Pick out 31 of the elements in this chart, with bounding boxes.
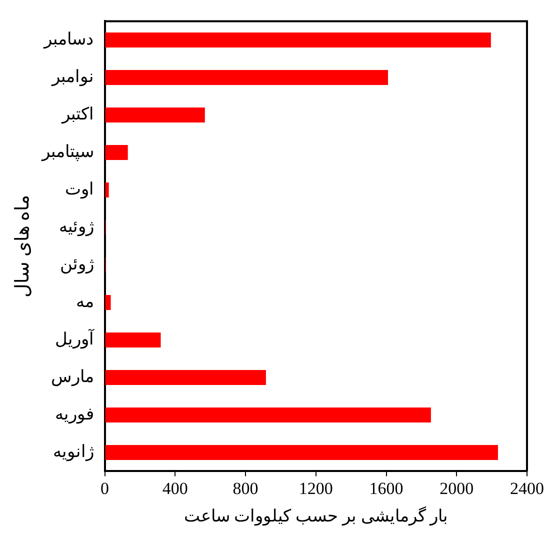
bar xyxy=(105,182,109,198)
y-tick-label: مه xyxy=(76,292,94,311)
x-tick-label: 1200 xyxy=(298,478,333,498)
bar xyxy=(105,407,431,422)
y-tick-label: اوت xyxy=(64,179,94,200)
bar xyxy=(105,370,266,385)
y-tick-label: نوامبر xyxy=(50,66,94,87)
bar xyxy=(105,144,128,160)
bar xyxy=(105,294,111,310)
y-tick-label: ژوئیه xyxy=(58,216,94,237)
y-tick-label: ژانویه xyxy=(52,442,94,462)
y-tick-label: دسامبر xyxy=(42,29,94,50)
y-axis-title: ماه های سال xyxy=(12,194,34,298)
x-axis-title: بار گرمایشی بر حسب کیلووات ساعت xyxy=(184,505,448,526)
x-tick-label: 1600 xyxy=(369,478,404,498)
y-tick-label: آوریل xyxy=(54,327,95,350)
y-tick-label: سپتامبر xyxy=(40,142,94,162)
y-tick-label: ژوئن xyxy=(60,254,94,274)
x-tick-label: 2400 xyxy=(510,478,544,498)
x-tick-label: 0 xyxy=(100,478,110,498)
x-tick-label: 2000 xyxy=(440,478,474,498)
x-tick-label: 800 xyxy=(232,478,258,498)
x-tick-label: 400 xyxy=(162,478,188,498)
bar xyxy=(105,32,491,48)
y-tick-label: اکتبر xyxy=(60,104,94,124)
bar xyxy=(105,70,388,85)
y-tick-label: فوریه xyxy=(54,404,94,424)
bar xyxy=(105,107,205,122)
bar xyxy=(105,444,498,460)
y-tick-label: مارس xyxy=(50,366,94,387)
bar xyxy=(105,332,161,348)
